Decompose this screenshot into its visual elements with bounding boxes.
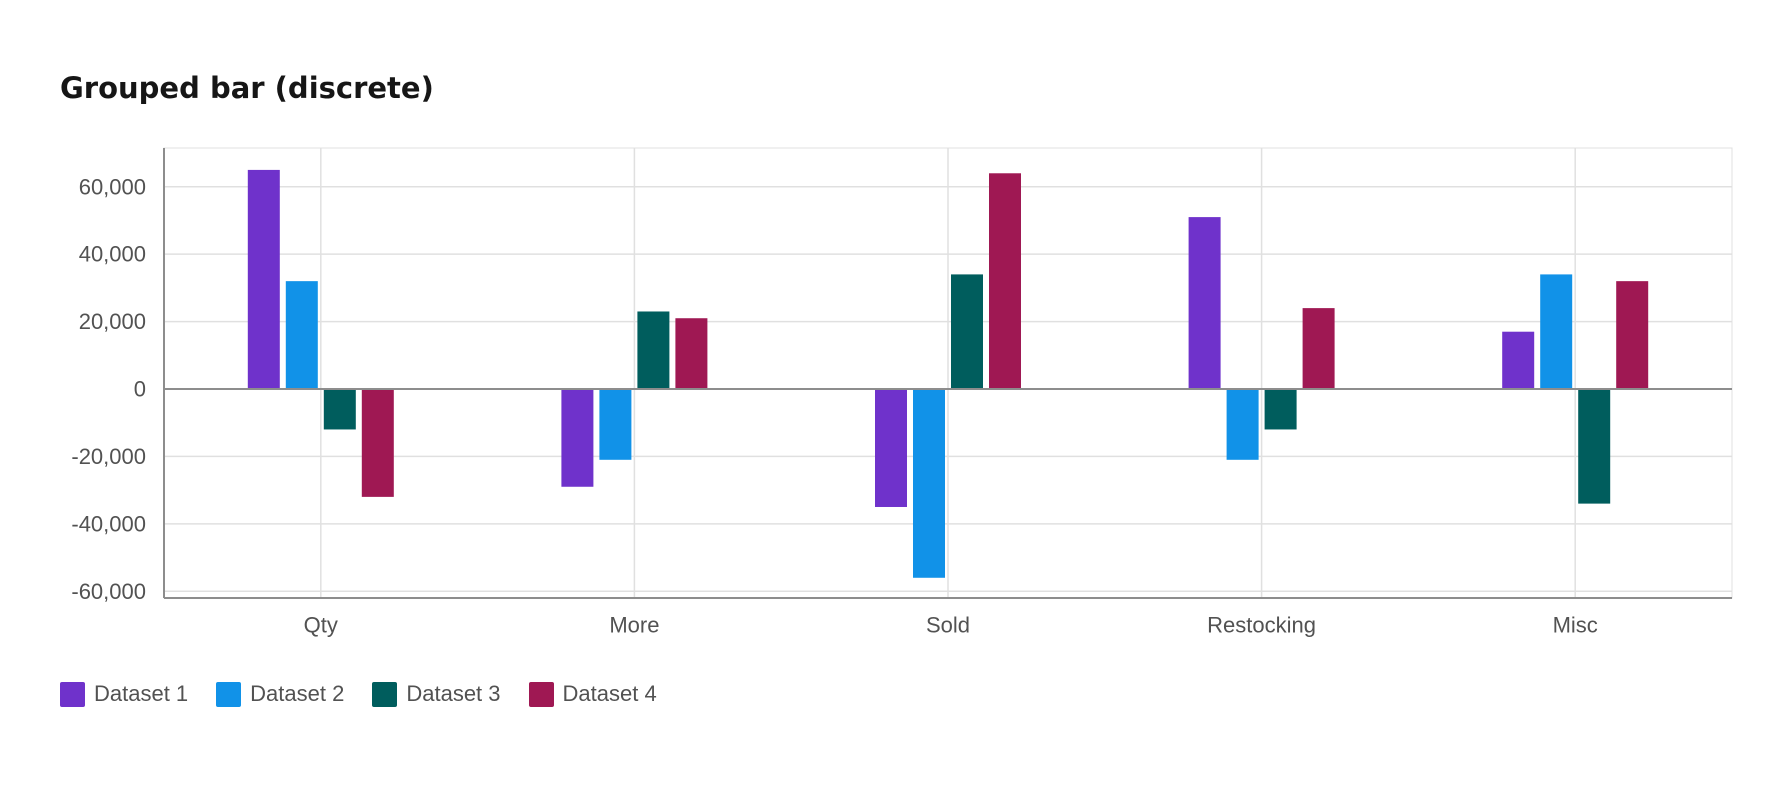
axes — [163, 148, 1732, 599]
chart-title: Grouped bar (discrete) — [60, 71, 434, 105]
bars — [247, 169, 1649, 578]
bar[interactable] — [913, 389, 945, 578]
bar[interactable] — [1226, 389, 1259, 460]
bar[interactable] — [1540, 274, 1573, 390]
y-tick-label: -40,000 — [71, 511, 146, 536]
x-tick-label: Misc — [1553, 613, 1598, 638]
x-tick-label: Qty — [304, 613, 338, 638]
bar[interactable] — [989, 173, 1021, 390]
bar[interactable] — [1578, 389, 1611, 504]
bar[interactable] — [951, 274, 983, 390]
y-tick-label: 60,000 — [79, 174, 146, 199]
bar[interactable] — [561, 389, 594, 487]
legend-swatch — [528, 681, 554, 707]
y-tick-label: 40,000 — [79, 242, 146, 267]
grid-lines — [164, 148, 1732, 598]
bar[interactable] — [1188, 217, 1221, 390]
legend-swatch — [372, 681, 398, 707]
bar[interactable] — [1302, 308, 1335, 390]
x-tick-label: Restocking — [1207, 613, 1316, 638]
bar[interactable] — [675, 318, 708, 390]
y-tick-label: 20,000 — [79, 309, 146, 334]
legend-item[interactable]: Dataset 4 — [528, 681, 657, 707]
bar[interactable] — [285, 281, 318, 390]
y-tick-label: 0 — [134, 377, 146, 402]
tick-labels: 60,000 40,000 20,000 0 -20,000 -40,000 -60,000… — [71, 174, 1597, 637]
bar[interactable] — [1264, 389, 1297, 430]
legend-item[interactable]: Dataset 3 — [372, 681, 501, 707]
y-tick-label: -20,000 — [71, 444, 146, 469]
y-tick-label: -60,000 — [71, 579, 146, 604]
x-tick-label: More — [609, 613, 659, 638]
legend-label: Dataset 2 — [250, 681, 345, 706]
bar[interactable] — [247, 169, 280, 390]
legend-swatch — [60, 681, 85, 707]
legend-item[interactable]: Dataset 1 — [60, 681, 188, 707]
x-tick-label: Sold — [926, 613, 970, 638]
bar[interactable] — [1616, 281, 1649, 390]
bar[interactable] — [875, 389, 907, 507]
bar[interactable] — [1502, 331, 1535, 390]
legend-label: Dataset 1 — [94, 681, 189, 706]
bar[interactable] — [599, 389, 632, 460]
legend-swatch — [216, 681, 242, 707]
legend-label: Dataset 4 — [562, 681, 657, 706]
bar[interactable] — [323, 389, 356, 430]
bar[interactable] — [361, 389, 394, 497]
legend: Dataset 1 Dataset 2 Dataset 3 Dataset 4 — [60, 681, 657, 707]
legend-item[interactable]: Dataset 2 — [216, 681, 344, 707]
legend-label: Dataset 3 — [406, 681, 501, 706]
bar[interactable] — [637, 311, 670, 390]
